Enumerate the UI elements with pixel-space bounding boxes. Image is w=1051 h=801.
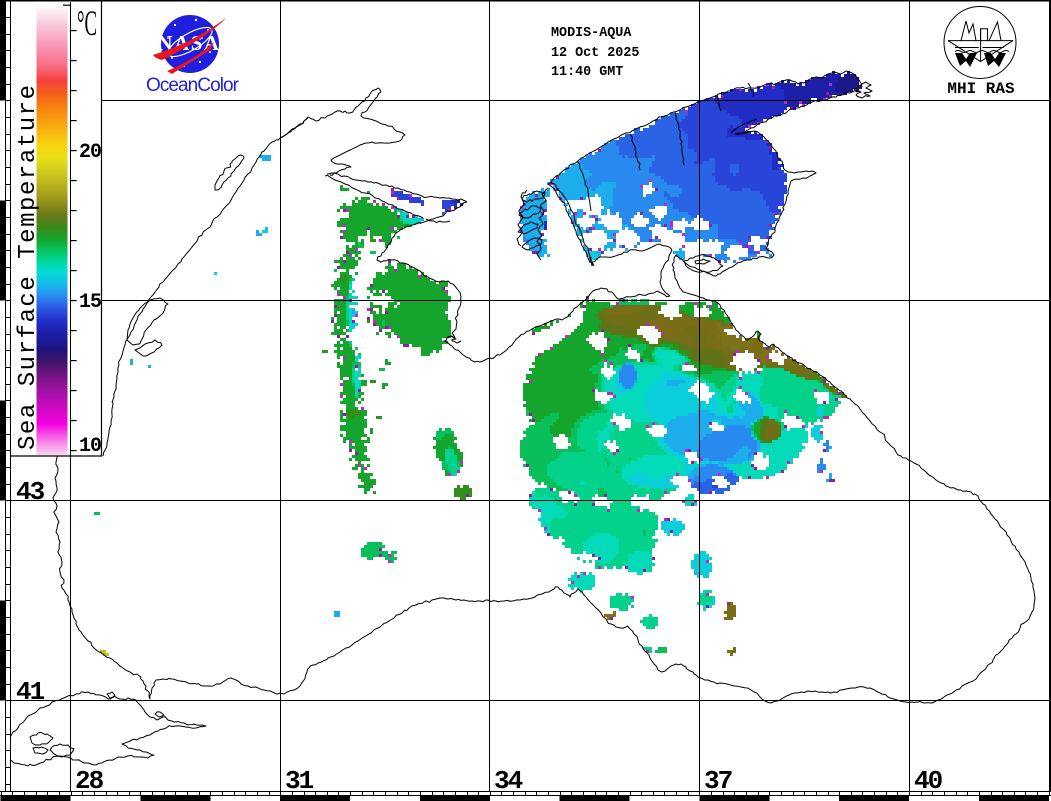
svg-text:28: 28 — [75, 766, 104, 796]
svg-text:12 Oct 2025: 12 Oct 2025 — [551, 46, 639, 61]
svg-text:40: 40 — [914, 766, 943, 796]
svg-text:34: 34 — [494, 766, 523, 796]
svg-text:°C: °C — [77, 3, 97, 43]
svg-text:10: 10 — [79, 435, 101, 458]
svg-text:OceanColor: OceanColor — [146, 75, 240, 96]
svg-text:11:40 GMT: 11:40 GMT — [551, 65, 623, 80]
svg-text:20: 20 — [79, 141, 101, 164]
svg-text:43: 43 — [16, 477, 45, 507]
svg-text:Sea Surface Temperature: Sea Surface Temperature — [15, 85, 42, 450]
svg-text:MODIS-AQUA: MODIS-AQUA — [551, 26, 632, 41]
svg-text:37: 37 — [704, 766, 732, 796]
svg-text:41: 41 — [16, 677, 45, 707]
svg-text:31: 31 — [285, 766, 314, 796]
svg-text:15: 15 — [79, 291, 101, 314]
svg-text:MHI RAS: MHI RAS — [947, 80, 1015, 98]
